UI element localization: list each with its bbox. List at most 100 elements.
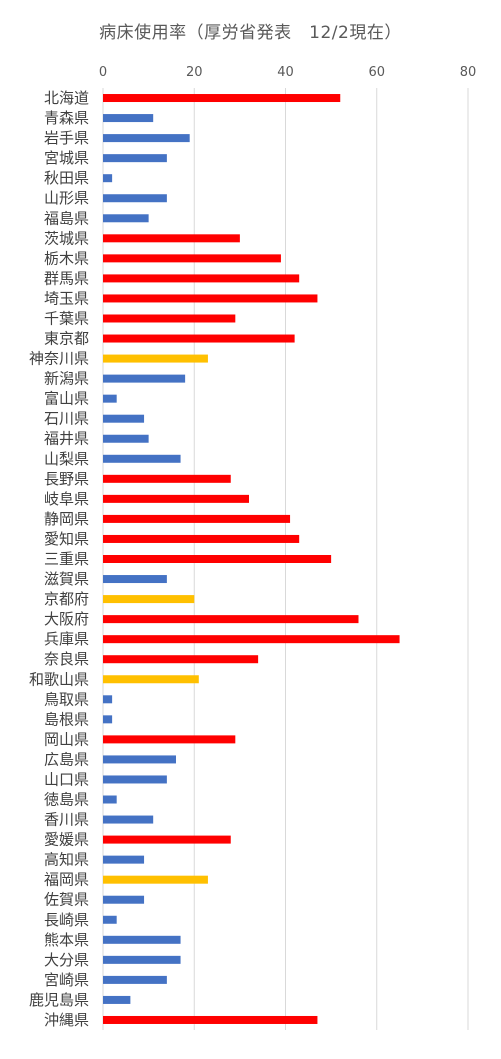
bar-大分県 xyxy=(103,955,181,964)
bar-宮崎県 xyxy=(103,975,167,984)
bar-長崎県 xyxy=(103,915,117,924)
bar-山形県 xyxy=(103,194,167,203)
category-label: 鹿児島県 xyxy=(29,991,89,1009)
bar-宮城県 xyxy=(103,154,167,163)
category-label: 宮城県 xyxy=(44,149,89,167)
category-label: 福島県 xyxy=(44,209,89,227)
bar-沖縄県 xyxy=(103,1015,318,1024)
bar-広島県 xyxy=(103,755,176,764)
category-label: 群馬県 xyxy=(44,269,89,287)
bar-鹿児島県 xyxy=(103,995,131,1004)
bar-三重県 xyxy=(103,555,332,563)
category-label: 栃木県 xyxy=(44,249,89,267)
x-tick-label: 80 xyxy=(460,65,477,80)
category-label: 静岡県 xyxy=(44,510,89,528)
bar-群馬県 xyxy=(103,274,300,283)
bar-石川県 xyxy=(103,414,145,423)
bar-京都府 xyxy=(103,595,195,604)
x-tick-label: 20 xyxy=(186,65,203,80)
category-label: 大分県 xyxy=(44,951,89,969)
bar-静岡県 xyxy=(103,514,291,523)
bar-熊本県 xyxy=(103,935,181,944)
bar-千葉県 xyxy=(103,314,236,323)
category-label: 千葉県 xyxy=(44,309,89,327)
bar-鳥取県 xyxy=(103,695,113,704)
category-label: 愛媛県 xyxy=(44,831,89,849)
category-label: 滋賀県 xyxy=(44,570,89,588)
bar-愛知県 xyxy=(103,534,300,543)
category-label: 山形県 xyxy=(44,189,89,207)
x-axis-ticks: 0 20 40 60 80 xyxy=(99,65,476,80)
category-label: 新潟県 xyxy=(44,370,89,388)
bar-長野県 xyxy=(103,474,231,483)
bars xyxy=(103,94,400,1024)
category-label: 三重県 xyxy=(44,550,89,568)
bar-和歌山県 xyxy=(103,675,199,684)
bar-愛媛県 xyxy=(103,835,231,844)
category-label: 島根県 xyxy=(44,710,89,728)
category-label: 高知県 xyxy=(44,851,89,869)
category-label: 岡山県 xyxy=(44,730,89,748)
category-label: 徳島県 xyxy=(44,791,89,809)
bar-島根県 xyxy=(103,715,113,724)
bar-佐賀県 xyxy=(103,895,145,904)
category-label: 茨城県 xyxy=(44,229,89,247)
category-label: 長野県 xyxy=(44,470,89,488)
category-label: 佐賀県 xyxy=(44,891,89,909)
category-label: 宮崎県 xyxy=(44,971,89,989)
bar-滋賀県 xyxy=(103,575,167,584)
category-label: 青森県 xyxy=(44,109,89,127)
category-label: 埼玉県 xyxy=(44,289,89,307)
bar-岐阜県 xyxy=(103,494,249,503)
category-label: 兵庫県 xyxy=(44,630,89,648)
bar-山梨県 xyxy=(103,454,181,463)
category-label: 京都府 xyxy=(44,590,89,608)
bar-福岡県 xyxy=(103,875,208,884)
category-label: 山口県 xyxy=(44,770,89,788)
category-label: 岩手県 xyxy=(44,129,89,147)
bar-岡山県 xyxy=(103,735,236,744)
bar-岩手県 xyxy=(103,134,190,143)
bar-栃木県 xyxy=(103,254,281,263)
bar-山口県 xyxy=(103,775,167,784)
bar-青森県 xyxy=(103,114,154,123)
bar-兵庫県 xyxy=(103,635,400,644)
category-label: 神奈川県 xyxy=(29,350,89,368)
category-label: 北海道 xyxy=(44,89,89,107)
bar-徳島県 xyxy=(103,795,117,804)
bar-東京都 xyxy=(103,334,295,343)
bar-福井県 xyxy=(103,434,149,443)
bar-新潟県 xyxy=(103,374,186,383)
category-label: 秋田県 xyxy=(44,169,89,187)
bar-北海道 xyxy=(103,94,341,103)
category-label: 愛知県 xyxy=(44,530,89,548)
category-label: 福岡県 xyxy=(44,871,89,889)
bar-福島県 xyxy=(103,214,149,223)
x-tick-label: 40 xyxy=(277,65,294,80)
bar-富山県 xyxy=(103,394,117,403)
category-label: 石川県 xyxy=(44,410,89,428)
category-label: 東京都 xyxy=(44,330,89,348)
bar-茨城県 xyxy=(103,234,240,243)
category-label: 鳥取県 xyxy=(44,690,89,708)
chart-title: 病床使用率（厚労省発表 12/2現在） xyxy=(99,23,402,43)
category-labels: 北海道青森県岩手県宮城県秋田県山形県福島県茨城県栃木県群馬県埼玉県千葉県東京都神… xyxy=(29,89,89,1029)
category-label: 和歌山県 xyxy=(29,670,89,688)
category-label: 熊本県 xyxy=(44,931,89,949)
category-label: 沖縄県 xyxy=(44,1011,89,1029)
category-label: 福井県 xyxy=(44,430,89,448)
category-label: 岐阜県 xyxy=(44,490,89,508)
x-tick-label: 0 xyxy=(99,65,107,80)
x-tick-label: 60 xyxy=(368,65,385,80)
category-label: 広島県 xyxy=(44,750,89,768)
bar-秋田県 xyxy=(103,174,113,183)
category-label: 富山県 xyxy=(44,390,89,408)
bar-埼玉県 xyxy=(103,294,318,303)
bar-大阪府 xyxy=(103,615,359,624)
category-label: 山梨県 xyxy=(44,450,89,468)
bar-香川県 xyxy=(103,815,154,824)
bar-神奈川県 xyxy=(103,354,208,363)
category-label: 長崎県 xyxy=(44,911,89,929)
category-label: 香川県 xyxy=(44,811,89,829)
